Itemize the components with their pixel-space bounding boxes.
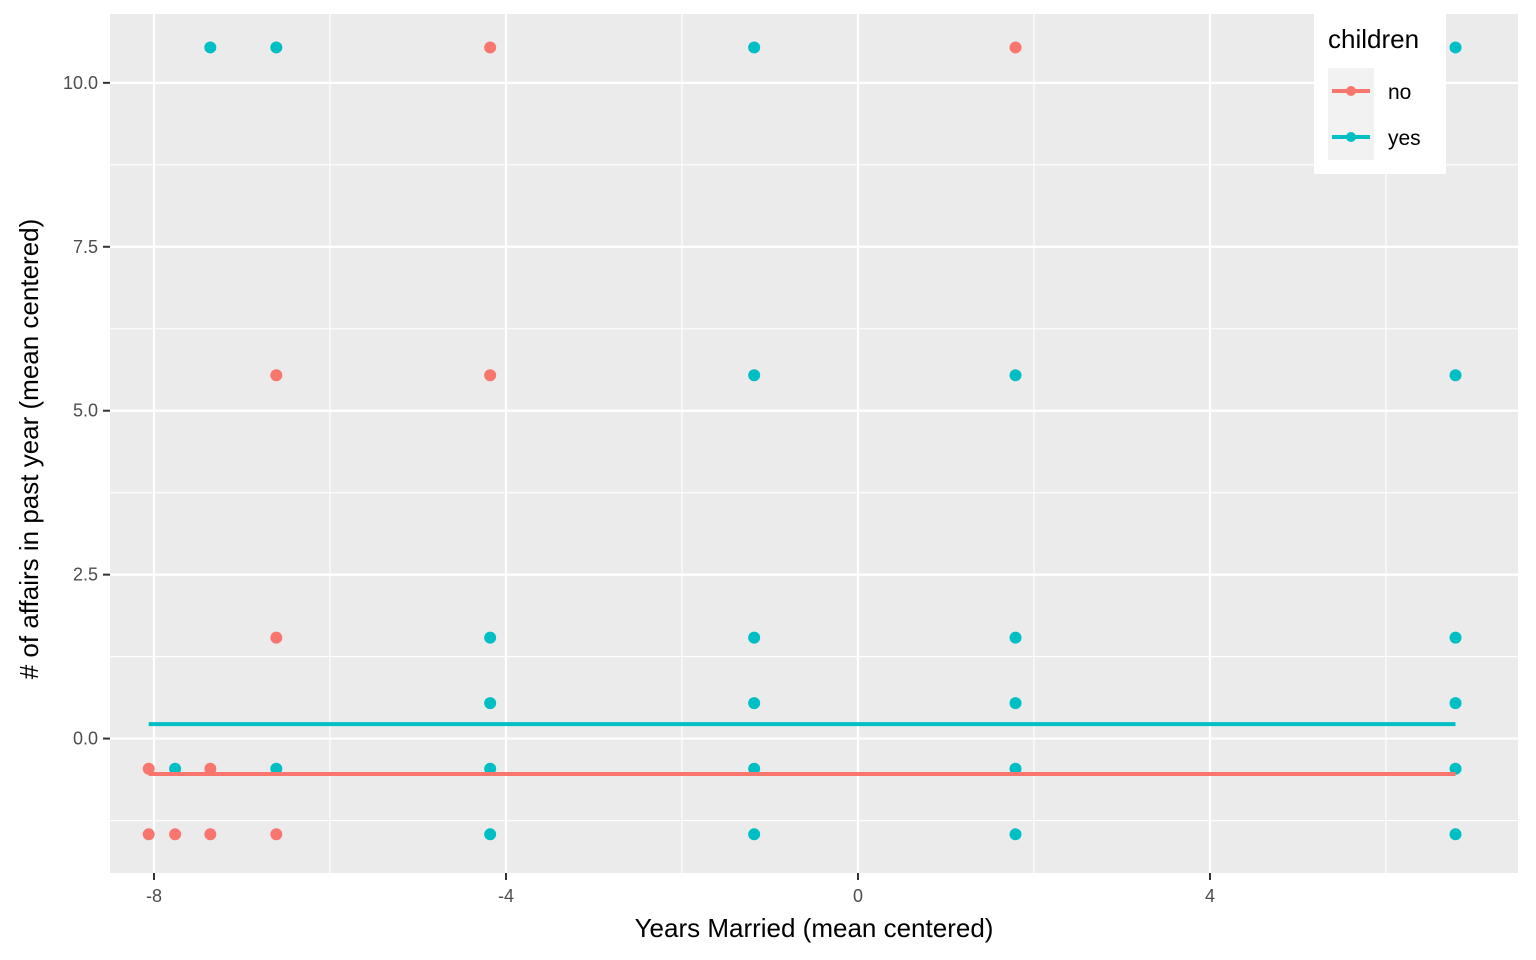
point-yes — [748, 41, 761, 54]
point-yes — [270, 762, 283, 775]
point-yes — [270, 41, 283, 54]
minor-gridlines — [110, 14, 1518, 873]
point-yes — [748, 762, 761, 775]
fit-lines — [148, 722, 1456, 776]
x-axis-ticks: -8 -4 0 4 — [146, 873, 1215, 906]
point-yes — [748, 369, 761, 382]
point-yes — [1009, 762, 1022, 775]
y-tick-label: 5.0 — [73, 401, 98, 421]
point-yes — [484, 828, 497, 841]
point-yes — [484, 631, 497, 644]
legend-dot-no — [1346, 86, 1356, 96]
point-no — [142, 762, 155, 775]
point-no — [142, 828, 155, 841]
point-no — [169, 828, 182, 841]
point-yes — [484, 697, 497, 710]
legend-title: children — [1328, 24, 1419, 54]
point-no — [484, 41, 497, 54]
point-yes — [1449, 697, 1462, 710]
y-tick-label: 7.5 — [73, 237, 98, 257]
plot-panel — [110, 14, 1518, 873]
point-no — [270, 369, 283, 382]
point-yes — [1449, 369, 1462, 382]
point-yes — [1449, 631, 1462, 644]
point-yes — [1009, 369, 1022, 382]
point-no — [204, 762, 217, 775]
legend-entry-yes: yes — [1328, 114, 1421, 160]
point-yes — [1009, 697, 1022, 710]
data-points — [142, 41, 1462, 841]
point-no — [204, 828, 217, 841]
point-yes — [484, 762, 497, 775]
point-yes — [748, 828, 761, 841]
x-tick-label: 4 — [1205, 886, 1215, 906]
point-yes — [169, 762, 182, 775]
legend-label-yes: yes — [1388, 127, 1421, 150]
point-yes — [748, 631, 761, 644]
x-tick-label: 0 — [853, 886, 863, 906]
point-no — [270, 631, 283, 644]
x-axis-title: Years Married (mean centered) — [635, 913, 994, 943]
point-no — [270, 828, 283, 841]
y-tick-label: 2.5 — [73, 565, 98, 585]
point-yes — [1009, 828, 1022, 841]
point-no — [484, 369, 497, 382]
point-yes — [1449, 762, 1462, 775]
legend-dot-yes — [1346, 132, 1356, 142]
legend: children no yes — [1314, 10, 1446, 174]
point-no — [1009, 41, 1022, 54]
point-yes — [204, 41, 217, 54]
point-yes — [1009, 631, 1022, 644]
x-tick-label: -8 — [146, 886, 162, 906]
y-tick-label: 10.0 — [63, 73, 98, 93]
y-axis-ticks: 0.0 2.5 5.0 7.5 10.0 — [63, 73, 110, 749]
legend-label-no: no — [1388, 81, 1411, 104]
point-yes — [1449, 828, 1462, 841]
legend-entry-no: no — [1328, 68, 1411, 114]
x-tick-label: -4 — [498, 886, 514, 906]
y-tick-label: 0.0 — [73, 729, 98, 749]
y-axis-title: # of affairs in past year (mean centered… — [14, 219, 44, 680]
major-gridlines — [110, 14, 1518, 873]
point-yes — [748, 697, 761, 710]
point-yes — [1449, 41, 1462, 54]
